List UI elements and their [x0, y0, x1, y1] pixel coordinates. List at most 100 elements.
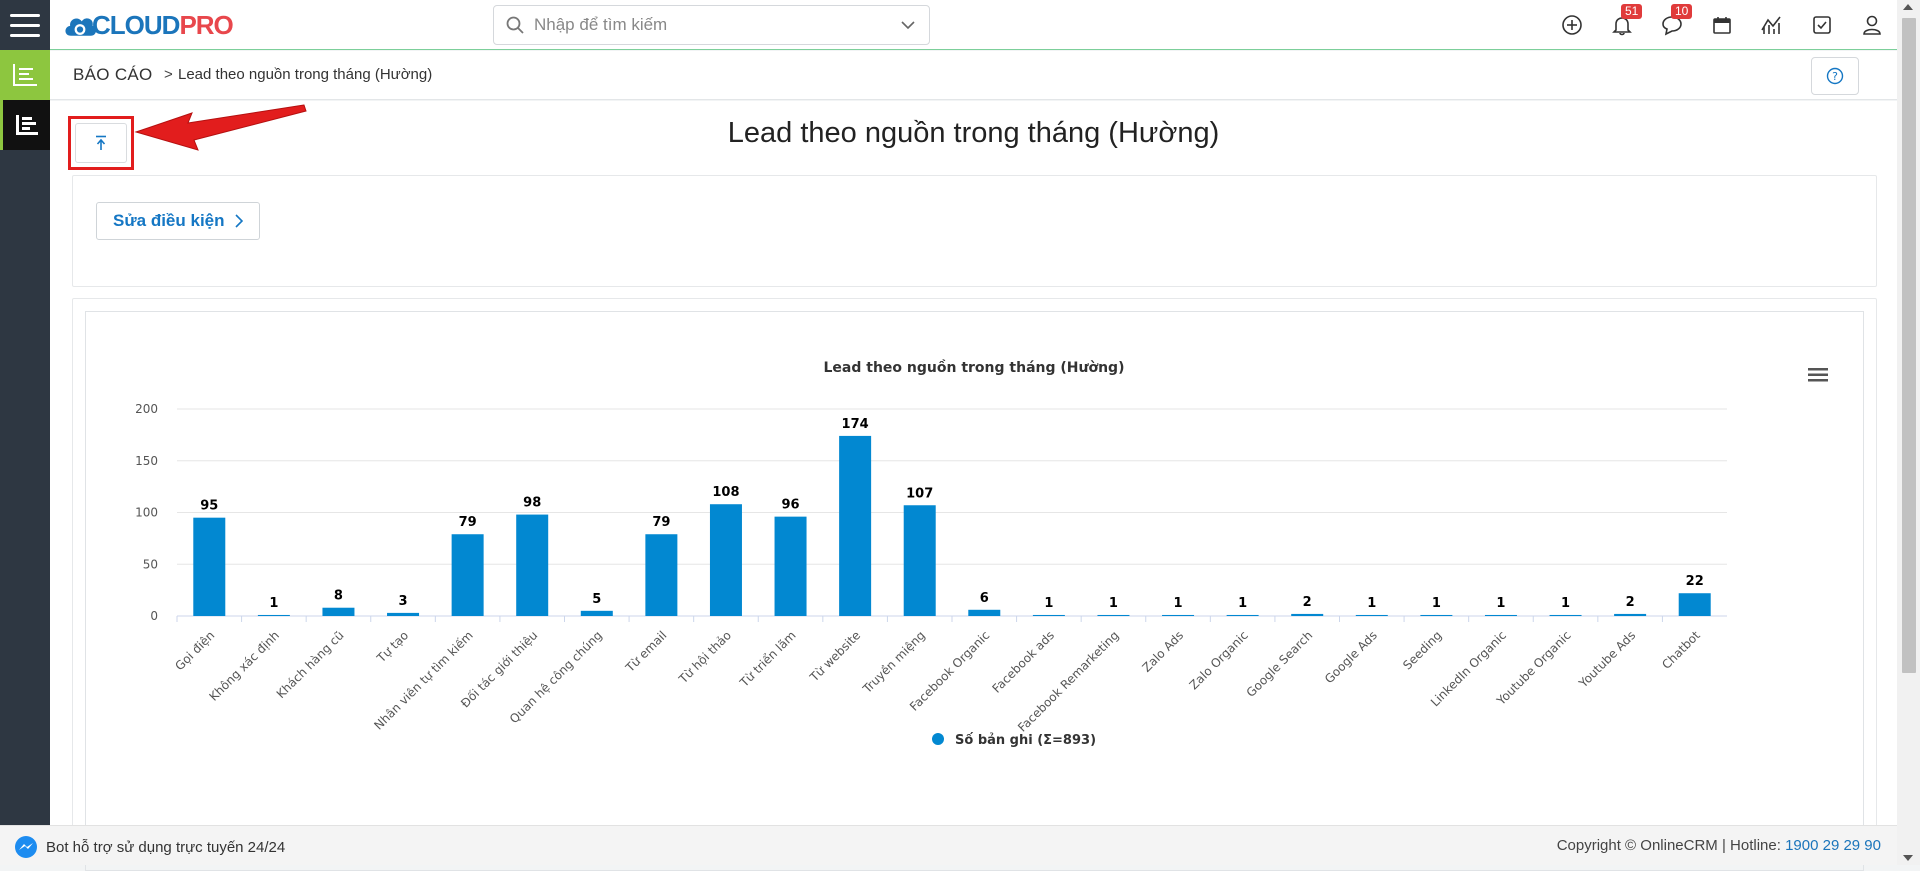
x-tick-label: Facebook ads: [990, 628, 1057, 695]
user-account-button[interactable]: [1847, 0, 1897, 50]
bar-value-label: 79: [459, 515, 477, 530]
tasks-button[interactable]: [1797, 0, 1847, 50]
chart-bar[interactable]: [1226, 614, 1259, 616]
bar-value-label: 1: [1561, 596, 1570, 611]
calendar-icon: [1713, 17, 1731, 34]
chart-bar[interactable]: [1678, 593, 1711, 616]
global-search[interactable]: [493, 5, 930, 45]
chart-bar[interactable]: [1162, 614, 1195, 616]
x-tick-label: Khách hàng cũ: [274, 628, 347, 701]
main-content: Lead theo nguồn trong tháng (Hường) Sửa …: [50, 101, 1897, 871]
chart-bar[interactable]: [968, 609, 1001, 616]
bar-value-label: 1: [1174, 596, 1183, 611]
bar-value-label: 2: [1303, 595, 1312, 610]
chart-bars: [193, 435, 1711, 616]
search-input[interactable]: [534, 15, 874, 35]
bar-value-label: 107: [906, 486, 933, 501]
pin-icon: [96, 135, 106, 150]
chart-bar[interactable]: [1355, 614, 1388, 616]
user-icon: [1863, 15, 1881, 35]
chart-bar[interactable]: [580, 610, 613, 616]
scrollbar-thumb[interactable]: [1902, 18, 1916, 673]
chart-legend[interactable]: Số bản ghi (Σ=893): [932, 733, 1096, 748]
top-header: CLOUDPRO 51: [50, 0, 1897, 50]
bar-value-label: 1: [1109, 596, 1118, 611]
question-circle-icon: ?: [1826, 67, 1844, 85]
chart-bar[interactable]: [903, 505, 936, 616]
chart-bar[interactable]: [709, 504, 742, 616]
chevron-down-icon[interactable]: [901, 20, 915, 30]
notifications-badge: 51: [1621, 4, 1643, 19]
x-tick-label: Chatbot: [1659, 628, 1703, 672]
hamburger-icon: [10, 13, 40, 17]
chart-bar[interactable]: [839, 435, 872, 616]
bar-value-label: 79: [652, 515, 670, 530]
bar-value-label: 98: [523, 496, 541, 511]
svg-text:?: ?: [1832, 70, 1838, 83]
legend-label[interactable]: Số bản ghi (Σ=893): [955, 733, 1096, 748]
bar-value-label: 1: [269, 596, 278, 611]
x-tick-label: Google Search: [1244, 628, 1316, 700]
breadcrumb-current: Lead theo nguồn trong tháng (Hường): [178, 66, 433, 83]
chart-bar[interactable]: [516, 514, 549, 616]
chart-title: Lead theo nguồn trong tháng (Hường): [824, 359, 1125, 376]
y-tick-label: 100: [135, 506, 158, 520]
chart-bar[interactable]: [1484, 614, 1517, 616]
chart-menu-button[interactable]: [1806, 364, 1828, 384]
breadcrumb-root-link[interactable]: BÁO CÁO: [73, 65, 153, 84]
scroll-up-arrow-icon[interactable]: [1903, 4, 1913, 10]
analytics-button[interactable]: [1747, 0, 1797, 50]
logo-wordmark: CLOUDPRO: [92, 9, 234, 40]
bar-value-label: 5: [592, 592, 601, 607]
chart-bar[interactable]: [1032, 614, 1065, 616]
chart-bar[interactable]: [1614, 613, 1647, 616]
footer-copyright: Copyright © OnlineCRM | Hotline: 1900 29…: [1557, 837, 1881, 854]
chart-bar[interactable]: [193, 517, 226, 616]
bar-value-label: 96: [781, 498, 799, 513]
rail-item-report[interactable]: [0, 100, 50, 150]
y-tick-label: 150: [135, 454, 158, 468]
rail-item-list[interactable]: [0, 50, 50, 100]
menu-toggle-button[interactable]: [0, 0, 50, 50]
x-tick-label: Google Ads: [1322, 628, 1380, 686]
chart-bar[interactable]: [451, 534, 484, 616]
messages-badge: 10: [1671, 4, 1693, 19]
help-button[interactable]: ?: [1811, 57, 1859, 95]
chart-bar[interactable]: [1291, 613, 1324, 616]
calendar-button[interactable]: [1697, 0, 1747, 50]
chart-bar[interactable]: [1097, 614, 1130, 616]
chart-bar[interactable]: [257, 614, 290, 616]
page-scrollbar[interactable]: [1897, 0, 1920, 865]
chart-bar[interactable]: [322, 607, 355, 616]
messages-button[interactable]: 10: [1647, 0, 1697, 50]
chart-bar[interactable]: [774, 516, 807, 616]
notifications-button[interactable]: 51: [1597, 0, 1647, 50]
add-button[interactable]: [1547, 0, 1597, 50]
messenger-icon: [15, 836, 37, 858]
breadcrumb-separator: >: [164, 66, 173, 83]
y-tick-label: 0: [150, 609, 158, 623]
footer-bar: Bot hỗ trợ sử dụng trực tuyến 24/24 Copy…: [0, 825, 1897, 865]
line-chart-icon: [1761, 16, 1781, 34]
bar-value-label: 95: [200, 499, 218, 514]
bar-value-label: 8: [334, 589, 343, 604]
logo[interactable]: CLOUDPRO: [62, 3, 234, 47]
x-tick-label: Gọi điện: [172, 628, 217, 673]
left-rail: [0, 0, 50, 825]
chat-bot-link[interactable]: Bot hỗ trợ sử dụng trực tuyến 24/24: [14, 835, 285, 859]
chevron-right-icon: [234, 214, 243, 228]
scroll-down-arrow-icon[interactable]: [1903, 855, 1913, 861]
chart-bar[interactable]: [1549, 614, 1582, 616]
bar-value-label: 1: [1496, 596, 1505, 611]
chart-bar[interactable]: [645, 534, 678, 616]
chart-bar[interactable]: [387, 612, 420, 616]
page-title: Lead theo nguồn trong tháng (Hường): [727, 117, 1220, 149]
x-tick-label: Từ website: [807, 628, 864, 685]
chat-bubble-icon: [1662, 16, 1682, 36]
edit-conditions-button[interactable]: Sửa điều kiện: [96, 202, 260, 240]
chart-panel: Lead theo nguồn trong tháng (Hường) 0 50 1…: [72, 298, 1877, 871]
hotline-link[interactable]: 1900 29 29 90: [1785, 837, 1881, 854]
chart-bar[interactable]: [1420, 614, 1453, 616]
pin-button[interactable]: [75, 123, 127, 163]
